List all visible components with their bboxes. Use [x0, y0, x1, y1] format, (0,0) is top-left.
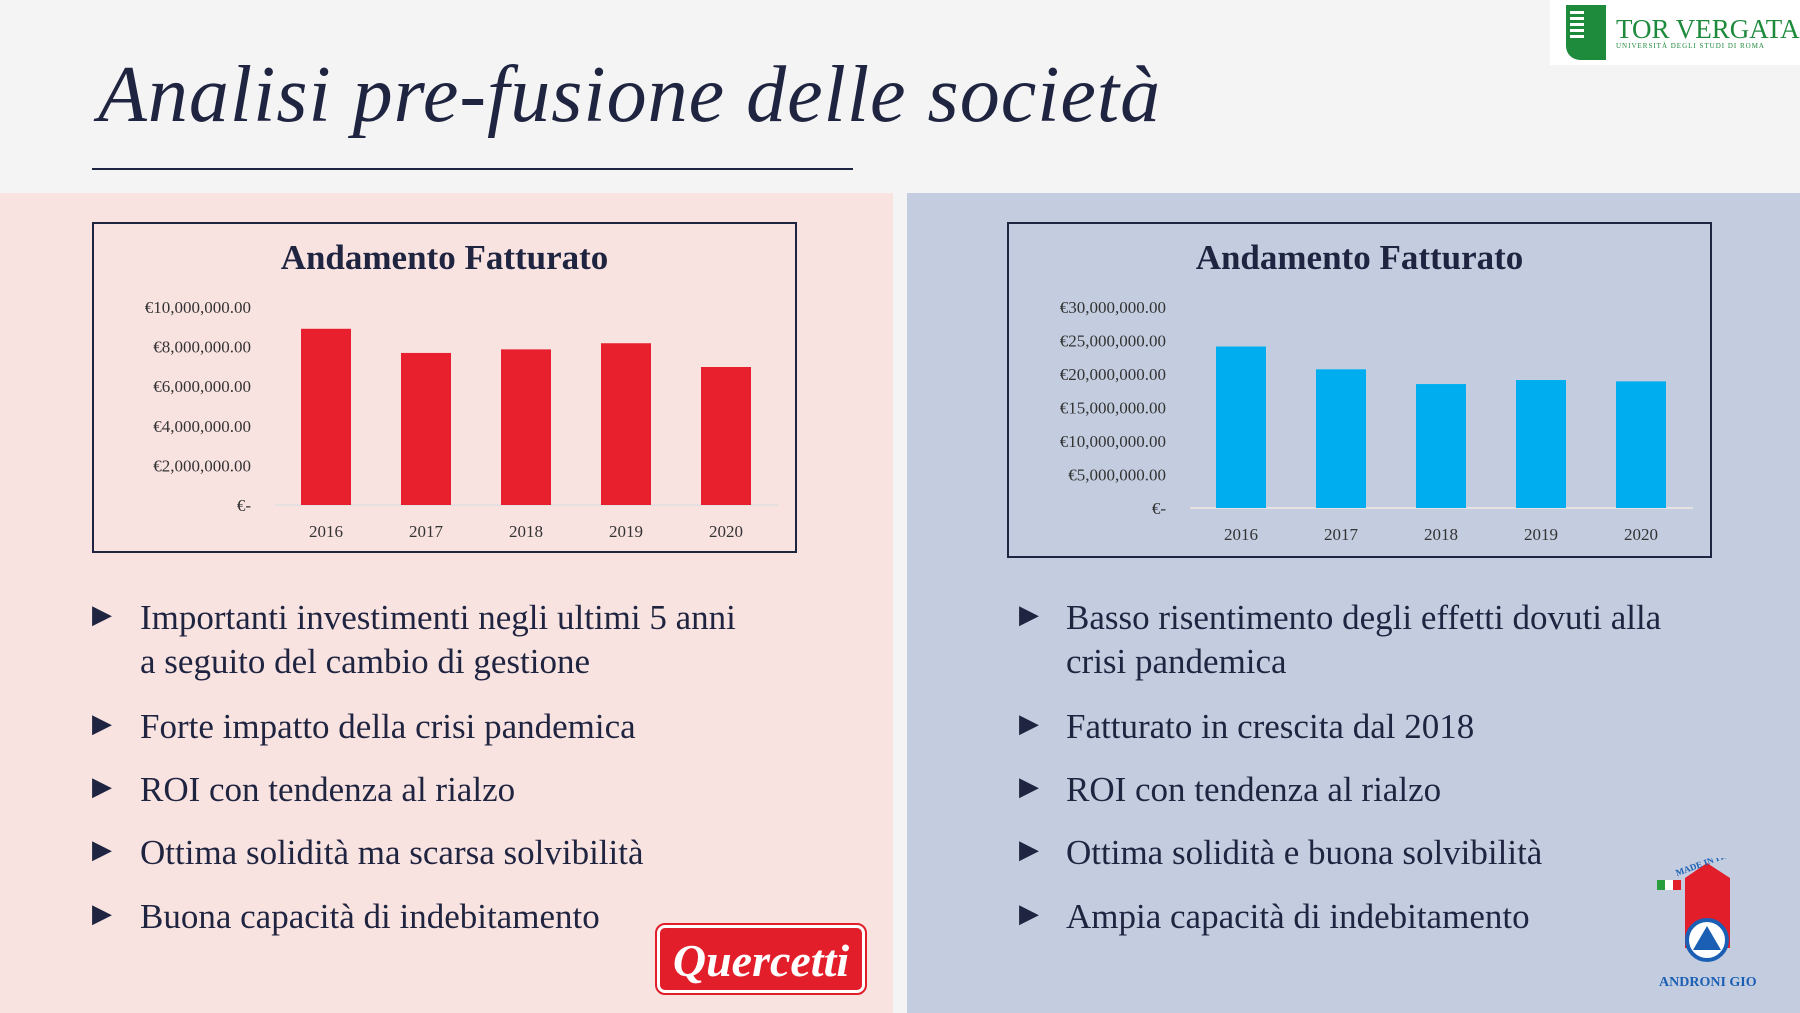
- x-tick-label: 2017: [1324, 525, 1359, 544]
- bullet-text: Forte impatto della crisi pandemica: [140, 707, 636, 746]
- x-tick-label: 2017: [409, 522, 444, 541]
- bullet-text: Ampia capacità di indebitamento: [1066, 897, 1530, 936]
- left-revenue-chart: Andamento Fatturato €- €2,000,000.00 €4,00…: [92, 222, 797, 553]
- svg-text:ANDRONI GIOCATTOLI: ANDRONI GIOCATTOLI: [1659, 975, 1757, 990]
- bullet-text: crisi pandemica: [1066, 642, 1287, 681]
- x-tick-label: 2019: [609, 522, 643, 541]
- bullet-text: Ottima solidità e buona solvibilità: [1066, 833, 1543, 872]
- y-tick-label: €2,000,000.00: [153, 456, 251, 475]
- bullet-text: Ottima solidità ma scarsa solvibilità: [140, 833, 644, 872]
- y-tick-label: €30,000,000.00: [1060, 298, 1166, 317]
- x-tick-label: 2019: [1524, 525, 1558, 544]
- right-revenue-chart: Andamento Fatturato €- €5,000,000.00 €10,0…: [1007, 222, 1712, 558]
- bar-2019: [1516, 380, 1566, 508]
- bullet-marker-icon: ▶: [92, 600, 112, 629]
- bullet-marker-icon: ▶: [1019, 835, 1039, 864]
- y-tick-label: €4,000,000.00: [153, 417, 251, 436]
- y-tick-label: €-: [1152, 499, 1167, 518]
- bullet-text: Fatturato in crescita dal 2018: [1066, 707, 1475, 746]
- university-subtitle: UNIVERSITÀ DEGLI STUDI DI ROMA: [1616, 41, 1765, 50]
- left-company-panel: [0, 193, 893, 1013]
- x-tick-label: 2016: [1224, 525, 1258, 544]
- bullet-marker-icon: ▶: [92, 709, 112, 738]
- chart-plot: €- €5,000,000.00 €10,000,000.00 €15,000,000…: [1060, 298, 1693, 544]
- bullet-marker-icon: ▶: [1019, 772, 1039, 801]
- bullet-text: Basso risentimento degli effetti dovuti …: [1066, 598, 1662, 637]
- bar-2020: [701, 366, 751, 505]
- y-tick-label: €15,000,000.00: [1060, 399, 1166, 418]
- androni-giocattoli-logo: MADE IN ITALY ANDRONI GIOCATTOLI: [1657, 858, 1757, 990]
- page-title: Analisi pre-fusione delle società: [98, 51, 1162, 139]
- x-tick-label: 2020: [709, 522, 743, 541]
- quercetti-logo: Quercetti: [655, 923, 867, 995]
- x-tick-label: 2020: [1624, 525, 1658, 544]
- y-tick-label: €10,000,000.00: [1060, 432, 1166, 451]
- bullet-text: ROI con tendenza al rialzo: [1066, 770, 1442, 809]
- university-name: TOR VERGATA: [1616, 13, 1800, 44]
- title-underline: [92, 168, 853, 170]
- y-tick-label: €20,000,000.00: [1060, 365, 1166, 384]
- bullet-text: Importanti investimenti negli ultimi 5 a…: [140, 598, 736, 637]
- chart-plot: €- €2,000,000.00 €4,000,000.00 €6,000,000.0…: [145, 298, 778, 541]
- y-tick-label: €6,000,000.00: [153, 377, 251, 396]
- bullet-marker-icon: ▶: [92, 899, 112, 928]
- bar-2019: [601, 343, 651, 505]
- y-tick-label: €10,000,000.00: [145, 298, 251, 317]
- x-tick-label: 2018: [1424, 525, 1458, 544]
- tor-vergata-logo: TOR VERGATA UNIVERSITÀ DEGLI STUDI DI RO…: [1550, 0, 1800, 65]
- bar-2016: [1216, 346, 1266, 508]
- y-tick-label: €-: [237, 496, 252, 515]
- bullet-text: ROI con tendenza al rialzo: [140, 770, 516, 809]
- right-company-panel: [907, 193, 1800, 1013]
- x-tick-label: 2018: [509, 522, 543, 541]
- y-tick-label: €25,000,000.00: [1060, 332, 1166, 351]
- bullet-text: a seguito del cambio di gestione: [140, 642, 591, 681]
- bar-2020: [1616, 381, 1666, 508]
- bullet-marker-icon: ▶: [1019, 899, 1039, 928]
- y-tick-label: €5,000,000.00: [1068, 466, 1166, 485]
- bullet-marker-icon: ▶: [1019, 600, 1039, 629]
- bullet-text: Buona capacità di indebitamento: [140, 897, 600, 936]
- bar-2018: [1416, 384, 1466, 508]
- chart-title: Andamento Fatturato: [1195, 238, 1524, 277]
- bullet-marker-icon: ▶: [92, 835, 112, 864]
- bullet-marker-icon: ▶: [92, 772, 112, 801]
- bar-2016: [301, 328, 351, 505]
- bar-2017: [401, 352, 451, 505]
- bar-2018: [501, 349, 551, 505]
- x-tick-label: 2016: [309, 522, 343, 541]
- y-tick-label: €8,000,000.00: [153, 338, 251, 357]
- chart-title: Andamento Fatturato: [280, 238, 609, 277]
- bar-2017: [1316, 369, 1366, 508]
- university-crest-icon: [1566, 5, 1606, 60]
- bullet-marker-icon: ▶: [1019, 709, 1039, 738]
